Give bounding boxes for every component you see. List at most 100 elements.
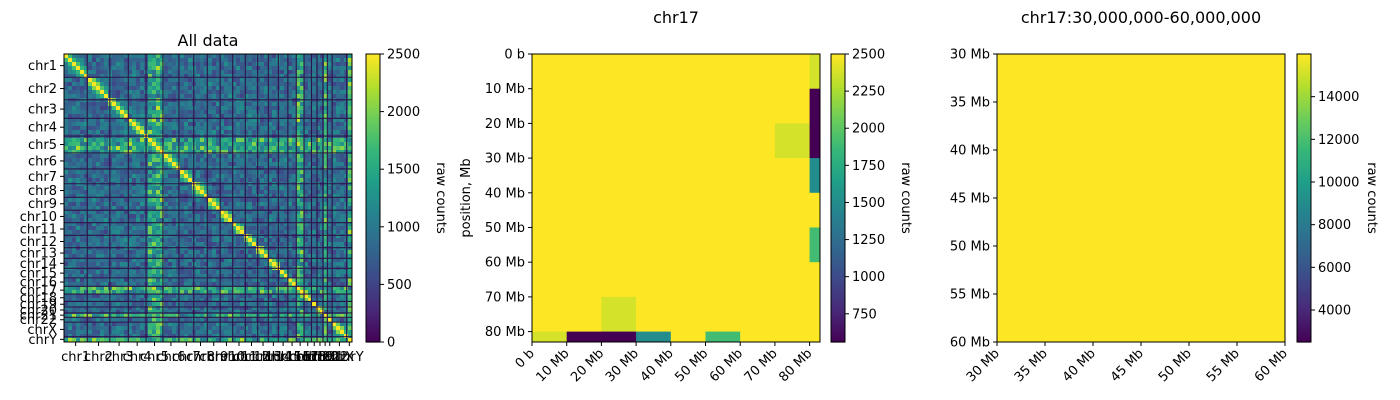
heatmap-cell [268, 278, 273, 283]
heatmap-cell [180, 306, 185, 311]
heatmap-cell [84, 302, 89, 307]
heatmap-cell [120, 190, 125, 195]
heatmap-cell [236, 234, 241, 239]
heatmap-cell [196, 142, 201, 147]
heatmap-cell [252, 66, 257, 71]
heatmap-cell [72, 202, 77, 207]
heatmap-cell [340, 138, 345, 143]
heatmap-cell [220, 66, 225, 71]
heatmap-cell [220, 174, 225, 179]
heatmap-cell [96, 330, 101, 335]
heatmap-cell [188, 142, 193, 147]
heatmap-cell [72, 110, 77, 115]
heatmap-cell [136, 162, 141, 167]
heatmap-cell [168, 198, 173, 203]
heatmap-cell [132, 122, 137, 127]
heatmap-cell [184, 82, 189, 87]
heatmap-cell [168, 130, 173, 135]
heatmap-cell [308, 214, 313, 219]
heatmap-cell [212, 138, 217, 143]
heatmap-cell [100, 250, 105, 255]
heatmap-cell [160, 302, 165, 307]
heatmap-cell [308, 322, 313, 327]
heatmap-cell [208, 302, 213, 307]
heatmap-cell [208, 298, 213, 303]
heatmap-cell [312, 186, 317, 191]
heatmap-cell [136, 254, 141, 259]
heatmap-cell [96, 178, 101, 183]
heatmap-cell [152, 290, 157, 295]
heatmap-cell [188, 70, 193, 75]
heatmap-cell [220, 210, 225, 215]
heatmap-cell [68, 234, 73, 239]
heatmap-cell [292, 54, 297, 59]
heatmap-cell [136, 222, 141, 227]
heatmap-cell [336, 74, 341, 79]
heatmap-cell [240, 106, 245, 111]
heatmap-cell [72, 162, 77, 167]
heatmap-cell [116, 326, 121, 331]
heatmap-cell [92, 70, 97, 75]
heatmap-cell [272, 202, 277, 207]
heatmap-cell [280, 278, 285, 283]
heatmap-cell [208, 162, 213, 167]
heatmap-cell [304, 206, 309, 211]
heatmap-cell [224, 218, 229, 223]
heatmap-cell [148, 166, 153, 171]
heatmap-cell [268, 106, 273, 111]
heatmap-cell [220, 170, 225, 175]
heatmap-cell [76, 70, 81, 75]
heatmap-cell [212, 222, 217, 227]
heatmap-cell [288, 250, 293, 255]
heatmap-cell [104, 114, 109, 119]
heatmap-cell [180, 122, 185, 127]
heatmap-cell [288, 70, 293, 75]
heatmap-cell [244, 230, 249, 235]
heatmap-cell [172, 126, 177, 131]
heatmap-cell [272, 282, 277, 287]
heatmap-cell [236, 254, 241, 259]
heatmap-cell [160, 258, 165, 263]
heatmap-cell [236, 122, 241, 127]
heatmap-cell [88, 82, 93, 87]
heatmap-cell [244, 78, 249, 83]
heatmap-cell [184, 70, 189, 75]
heatmap-cell [312, 154, 317, 159]
heatmap-cell [220, 62, 225, 67]
heatmap-cell [272, 278, 277, 283]
heatmap-cell [268, 210, 273, 215]
heatmap-cell [136, 142, 141, 147]
heatmap-cell [348, 222, 353, 227]
heatmap-cell [184, 282, 189, 287]
heatmap-cell [80, 54, 85, 59]
heatmap-cell [124, 286, 129, 291]
heatmap-cell [228, 302, 233, 307]
heatmap-cell [72, 58, 77, 63]
heatmap-cell [272, 162, 277, 167]
heatmap-cell [188, 190, 193, 195]
heatmap-cell [152, 146, 157, 151]
heatmap-cell [212, 290, 217, 295]
heatmap-cell [308, 190, 313, 195]
heatmap-cell [204, 210, 209, 215]
heatmap-cell [240, 242, 245, 247]
heatmap-cell [196, 230, 201, 235]
heatmap-cell [152, 286, 157, 291]
heatmap-cell [64, 194, 69, 199]
heatmap-cell [268, 82, 273, 87]
heatmap-cell [320, 150, 325, 155]
heatmap-cell [312, 110, 317, 115]
heatmap-cell [308, 126, 313, 131]
heatmap-cell [248, 54, 253, 59]
heatmap-cell [292, 206, 297, 211]
heatmap-cell [84, 102, 89, 107]
heatmap-cell [112, 162, 117, 167]
heatmap-cell [300, 94, 305, 99]
heatmap-cell [204, 298, 209, 303]
heatmap-cell [188, 294, 193, 299]
heatmap-cell [260, 154, 265, 159]
heatmap-cell [280, 186, 285, 191]
heatmap-cell [140, 306, 145, 311]
heatmap-cell [180, 206, 185, 211]
heatmap-cell [260, 94, 265, 99]
